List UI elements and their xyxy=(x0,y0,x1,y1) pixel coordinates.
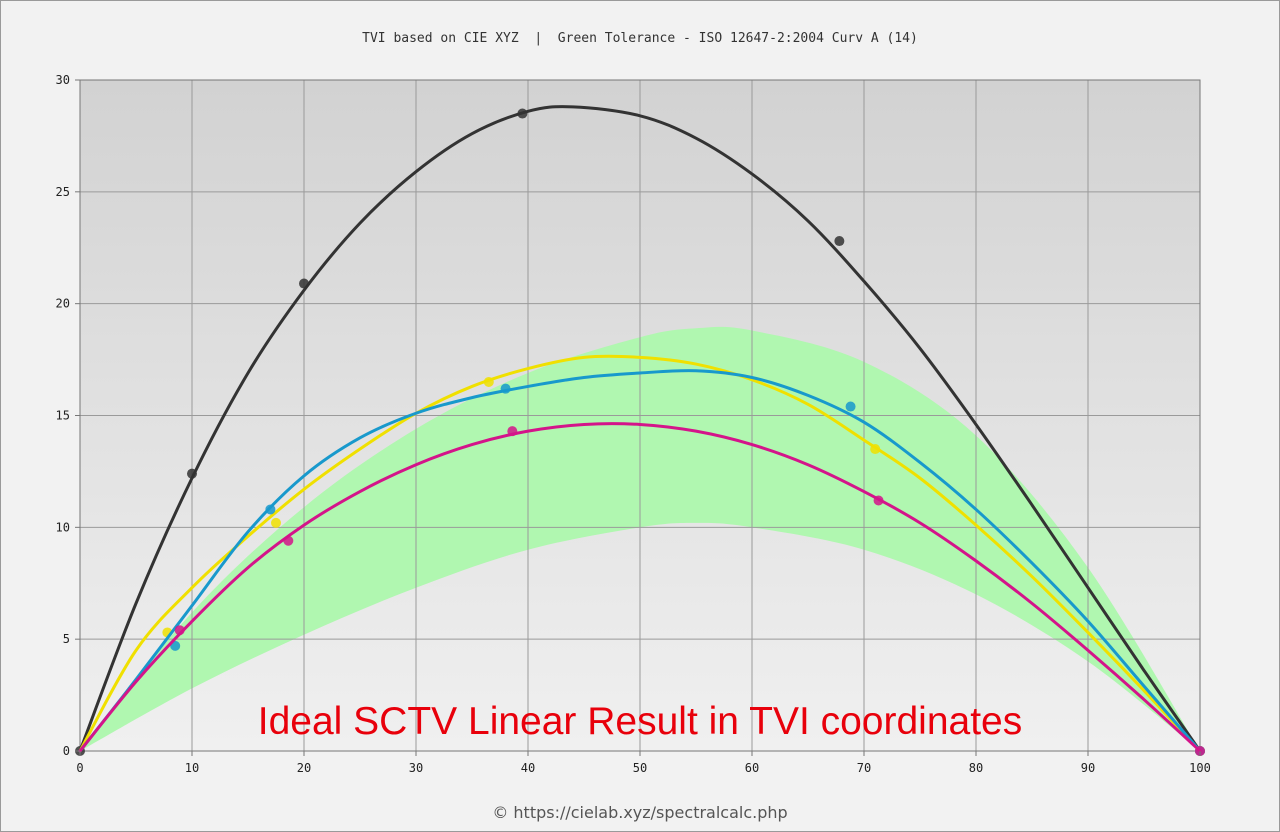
x-tick-label-80: 80 xyxy=(969,761,983,775)
series-0-point-3 xyxy=(517,108,528,119)
x-tick-label-30: 30 xyxy=(409,761,423,775)
x-tick-label-20: 20 xyxy=(297,761,311,775)
series-2-point-2 xyxy=(500,383,511,394)
y-tick-label-0: 0 xyxy=(63,744,70,758)
copyright-link[interactable]: © https://cielab.xyz/spectralcalc.php xyxy=(492,803,788,822)
series-line-1 xyxy=(78,354,1202,753)
x-tick-label-50: 50 xyxy=(633,761,647,775)
series-2-point-1 xyxy=(265,504,276,515)
series-line-2 xyxy=(78,369,1202,753)
x-tick-label-60: 60 xyxy=(745,761,759,775)
series-3-point-1 xyxy=(283,535,294,546)
series-1-point-2 xyxy=(483,376,494,387)
series-3-point-3 xyxy=(873,495,884,506)
series-0-point-2 xyxy=(299,278,309,289)
series-3-point-2 xyxy=(507,426,518,437)
series-0-point-4 xyxy=(834,236,845,247)
x-tick-label-0: 0 xyxy=(76,761,83,775)
series-1-point-1 xyxy=(271,517,281,528)
y-tick-label-25: 25 xyxy=(56,185,70,199)
series-line-3 xyxy=(78,422,1202,753)
overlay-caption: Ideal SCTV Linear Result in TVI coordina… xyxy=(257,700,1023,743)
y-tick-label-10: 10 xyxy=(56,520,70,534)
y-tick-label-20: 20 xyxy=(56,297,70,311)
x-tick-label-40: 40 xyxy=(521,761,535,775)
series-0-point-1 xyxy=(187,468,197,479)
chart-title: TVI based on CIE XYZ | Green Tolerance -… xyxy=(362,31,918,46)
y-tick-label-30: 30 xyxy=(56,73,70,87)
x-tick-label-100: 100 xyxy=(1189,761,1211,775)
x-tick-label-10: 10 xyxy=(185,761,199,775)
tolerance-band xyxy=(80,326,1200,751)
series-3-point-0 xyxy=(174,625,185,636)
y-tick-label-15: 15 xyxy=(56,409,70,423)
x-tick-label-70: 70 xyxy=(857,761,871,775)
series-line-0 xyxy=(78,105,1202,753)
x-tick-label-90: 90 xyxy=(1081,761,1095,775)
series-1-point-3 xyxy=(870,444,881,455)
y-tick-label-5: 5 xyxy=(63,632,70,646)
series-2-point-3 xyxy=(845,401,856,412)
